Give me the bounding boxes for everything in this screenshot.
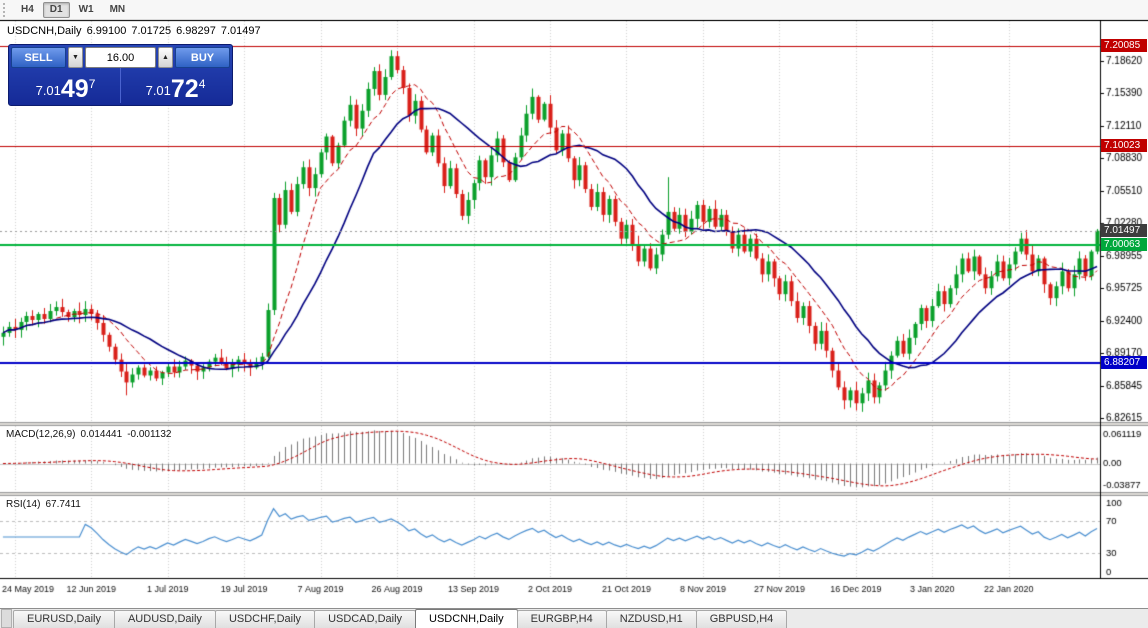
spin-up-icon: ▲ (162, 54, 169, 61)
macd-name: MACD(12,26,9) (6, 429, 76, 440)
lot-size-input[interactable] (85, 47, 156, 68)
timeframe-button-group: H4 D1 W1 MN (14, 1, 134, 18)
chart-tab-usdchf-daily[interactable]: USDCHF,Daily (214, 610, 316, 628)
spin-down-icon: ▼ (72, 54, 79, 61)
sell-price-prefix: 7.01 (35, 83, 61, 98)
chart-tab-usdcad-daily[interactable]: USDCAD,Daily (314, 610, 417, 628)
timeframe-mn-button[interactable]: MN (103, 2, 133, 18)
chart-tab-audusd-daily[interactable]: AUDUSD,Daily (113, 610, 216, 628)
lot-increase-button[interactable]: ▲ (158, 47, 173, 68)
timeframe-w1-button[interactable]: W1 (72, 2, 101, 18)
tab-bar-corner (1, 609, 12, 628)
chart-canvas[interactable] (0, 20, 1148, 608)
chart-tab-eurgbp-h4[interactable]: EURGBP,H4 (516, 610, 607, 628)
buy-button[interactable]: BUY (175, 47, 230, 68)
ohlc-low: 6.98297 (176, 25, 216, 37)
ohlc-open: 6.99100 (86, 25, 127, 37)
chart-tab-usdcnh-daily[interactable]: USDCNH,Daily (415, 609, 518, 628)
macd-main-value: 0.014441 (80, 429, 123, 440)
macd-signal-value: -0.001132 (127, 429, 172, 440)
macd-indicator-label: MACD(12,26,9) 0.014441 -0.001132 (6, 429, 176, 440)
sell-price-point: 7 (88, 77, 96, 91)
lot-decrease-button[interactable]: ▼ (68, 47, 83, 68)
sell-price-display[interactable]: 7.01 49 7 (11, 68, 120, 103)
chart-ohlc-title: USDCNH,Daily 6.99100 7.01725 6.98297 7.01497 (7, 25, 266, 37)
chart-tab-strip: EURUSD,Daily AUDUSD,Daily USDCHF,Daily USDC… (13, 609, 788, 628)
buy-price-prefix: 7.01 (145, 83, 171, 98)
timeframe-toolbar: H4 D1 W1 MN (0, 0, 1148, 20)
buy-price-pips: 72 (170, 75, 199, 103)
ohlc-high: 7.01725 (131, 25, 172, 37)
chart-tab-nzdusd-h1[interactable]: NZDUSD,H1 (605, 610, 697, 628)
timeframe-d1-button[interactable]: D1 (42, 1, 70, 18)
timeframe-h4-button[interactable]: H4 (14, 2, 41, 18)
rsi-name: RSI(14) (6, 499, 41, 510)
ohlc-close: 7.01497 (220, 25, 261, 37)
chart-symbol-label: USDCNH,Daily (7, 25, 82, 37)
rsi-indicator-label: RSI(14) 67.7411 (6, 499, 86, 510)
sell-button[interactable]: SELL (11, 47, 66, 68)
buy-price-point: 4 (198, 77, 206, 91)
toolbar-drag-handle-icon (3, 2, 10, 17)
buy-price-display[interactable]: 7.01 72 4 (120, 68, 230, 103)
sell-price-pips: 49 (60, 75, 89, 103)
rsi-value: 67.7411 (45, 499, 81, 510)
chart-tab-bar: EURUSD,Daily AUDUSD,Daily USDCHF,Daily USDC… (0, 608, 1148, 628)
chart-tab-gbpusd-h4[interactable]: GBPUSD,H4 (695, 610, 788, 628)
chart-tab-eurusd-daily[interactable]: EURUSD,Daily (13, 610, 115, 628)
